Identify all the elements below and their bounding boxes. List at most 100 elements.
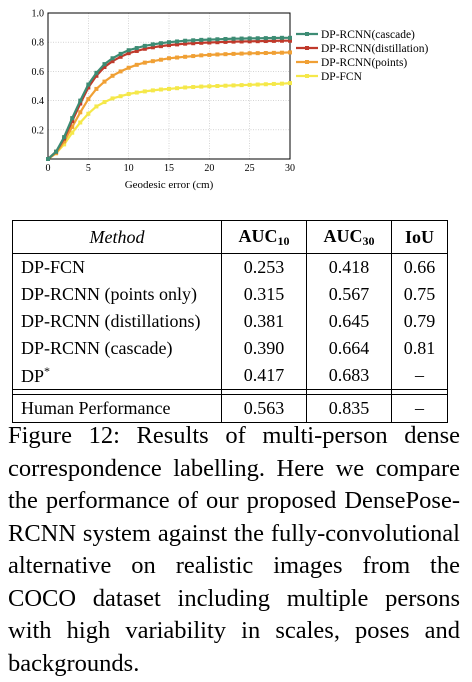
series-point [142, 46, 147, 51]
table-row: DP-RCNN (points only) 0.315 0.567 0.75 [12, 281, 448, 308]
series-point [167, 43, 171, 48]
series-point [255, 36, 260, 41]
x-axis-label: Geodesic error (cm) [125, 179, 214, 191]
header-auc30: AUC30 [306, 220, 392, 254]
geodesic-error-chart: 0 5 10 15 20 25 30 0.2 0.4 0.6 0.8 1.0 DP-RCNN(casc… [32, 9, 429, 192]
legend-marker [305, 74, 309, 78]
y-tick-label: 1.0 [32, 9, 45, 20]
series-point [191, 38, 196, 43]
series-point [271, 81, 276, 86]
series-point [94, 73, 99, 78]
series-point [54, 149, 59, 154]
series-point [70, 116, 75, 121]
y-tick-label: 0.6 [32, 67, 45, 78]
cell-auc30: 0.683 [306, 362, 392, 390]
header-auc30-sub: 30 [362, 233, 375, 248]
series-point [167, 56, 171, 61]
series-point [150, 59, 155, 64]
series-point [86, 97, 91, 102]
series-point [247, 39, 252, 44]
series-point [102, 65, 107, 70]
series-point [142, 60, 147, 65]
series-point [110, 73, 115, 78]
series-point [247, 51, 252, 56]
series-point [126, 48, 131, 53]
chart-series [46, 35, 292, 161]
series-point [134, 48, 139, 53]
series-point [102, 100, 107, 105]
cell-method: Human Performance [12, 394, 222, 423]
series-point [150, 88, 155, 93]
x-tick-label: 0 [46, 163, 51, 174]
series-point [231, 83, 236, 88]
cell-iou: 0.81 [391, 335, 448, 362]
y-tick-label: 0.4 [32, 96, 45, 107]
series-point [271, 38, 276, 43]
series-point [134, 46, 139, 51]
header-auc30-label: AUC [323, 225, 363, 246]
series-point [126, 92, 131, 97]
cell-auc10: 0.315 [221, 281, 307, 308]
series-point [167, 40, 171, 45]
y-tick-label: 0.2 [32, 125, 45, 136]
series-point [239, 39, 244, 44]
chart-grid [47, 12, 291, 159]
series-point [191, 54, 196, 59]
cell-method: DP-RCNN (cascade) [12, 335, 222, 362]
series-point [94, 70, 99, 75]
series-point [158, 57, 163, 62]
series-point [223, 83, 228, 88]
series-point [183, 85, 188, 90]
series-point [271, 35, 276, 40]
x-tick-label: 30 [285, 163, 295, 174]
series-point [78, 110, 83, 115]
series-point [167, 86, 171, 91]
table-header-row: Method AUC10 AUC30 IoU [12, 220, 448, 254]
series-point [158, 41, 163, 46]
x-tick-label: 20 [204, 163, 214, 174]
series-point [231, 51, 236, 56]
series-point [215, 37, 220, 42]
cell-method: DP* [12, 362, 222, 390]
series-point [118, 54, 123, 59]
legend-marker [305, 32, 309, 36]
series-point [78, 101, 83, 106]
series-point [199, 84, 204, 89]
series-point [175, 86, 180, 91]
series-point [207, 37, 212, 42]
header-method: Method [12, 220, 222, 254]
cell-method: DP-RCNN (distillations) [12, 308, 222, 335]
cell-auc30: 0.418 [306, 253, 392, 281]
cell-iou: – [391, 394, 448, 423]
legend-label: DP-FCN [321, 71, 363, 83]
series-point [150, 42, 155, 47]
series-point [271, 50, 276, 55]
series-point [62, 142, 67, 147]
series-point [199, 37, 204, 42]
series-point [94, 104, 99, 109]
y-tick-label: 0.8 [32, 38, 45, 49]
series-point [263, 82, 268, 87]
header-auc10-label: AUC [238, 225, 278, 246]
series-point [158, 87, 163, 92]
cell-auc30: 0.835 [306, 394, 392, 423]
series-point [126, 51, 131, 56]
series-point [62, 135, 67, 140]
legend-marker [305, 46, 309, 50]
cell-auc30: 0.664 [306, 335, 392, 362]
series-point [288, 38, 292, 43]
chart-legend: DP-RCNN(cascade) DP-RCNN(distillation) DP-… [296, 29, 429, 83]
cell-auc10: 0.417 [221, 362, 307, 390]
legend-label: DP-RCNN(points) [321, 57, 407, 69]
series-point [150, 45, 155, 50]
series-point [279, 50, 284, 55]
x-tick-label: 15 [164, 163, 174, 174]
series-point [86, 82, 91, 87]
series-point [134, 62, 139, 67]
series-point [102, 79, 107, 84]
series-point [126, 65, 131, 70]
table-row: DP-RCNN (cascade) 0.390 0.664 0.81 [12, 335, 448, 362]
series-point [62, 139, 67, 144]
series-point [158, 44, 163, 49]
series-point [215, 84, 220, 88]
